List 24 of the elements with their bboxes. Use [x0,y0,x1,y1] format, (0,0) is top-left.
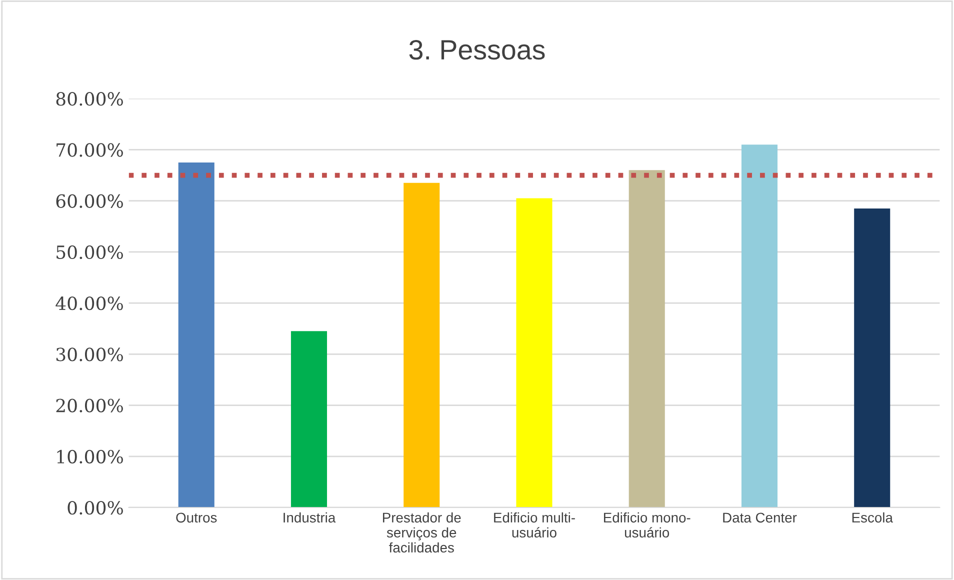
bar [516,198,552,508]
y-tick-label: 0.00% [68,500,123,515]
x-tick-label: Escola [852,512,893,523]
x-tick-label: Data Center [723,512,797,523]
x-tick-label: Edificio mono- usuário [604,512,690,538]
bar [628,170,665,508]
y-tick-label: 20.00% [56,398,123,412]
y-tick-label: 70.00% [56,143,123,157]
x-tick-label: Outros [176,512,217,523]
x-tick-label: Prestador de serviços de facilidades [382,512,461,553]
y-tick-label: 50.00% [56,245,123,260]
y-tick-label: 10.00% [57,450,123,464]
chart-title: 3. Pessoas [409,40,545,60]
y-tick-label: 60.00% [56,194,123,208]
bar [404,182,440,508]
bar [290,331,328,508]
bar [178,162,214,508]
bar [741,144,778,508]
bar [854,208,890,508]
x-tick-label: Edificio multi- usuário [494,512,575,538]
y-tick-label: 30.00% [56,348,123,362]
x-tick-label: Industria [284,512,336,523]
y-tick-label: 40.00% [56,296,123,310]
y-tick-label: 80.00% [56,92,123,106]
